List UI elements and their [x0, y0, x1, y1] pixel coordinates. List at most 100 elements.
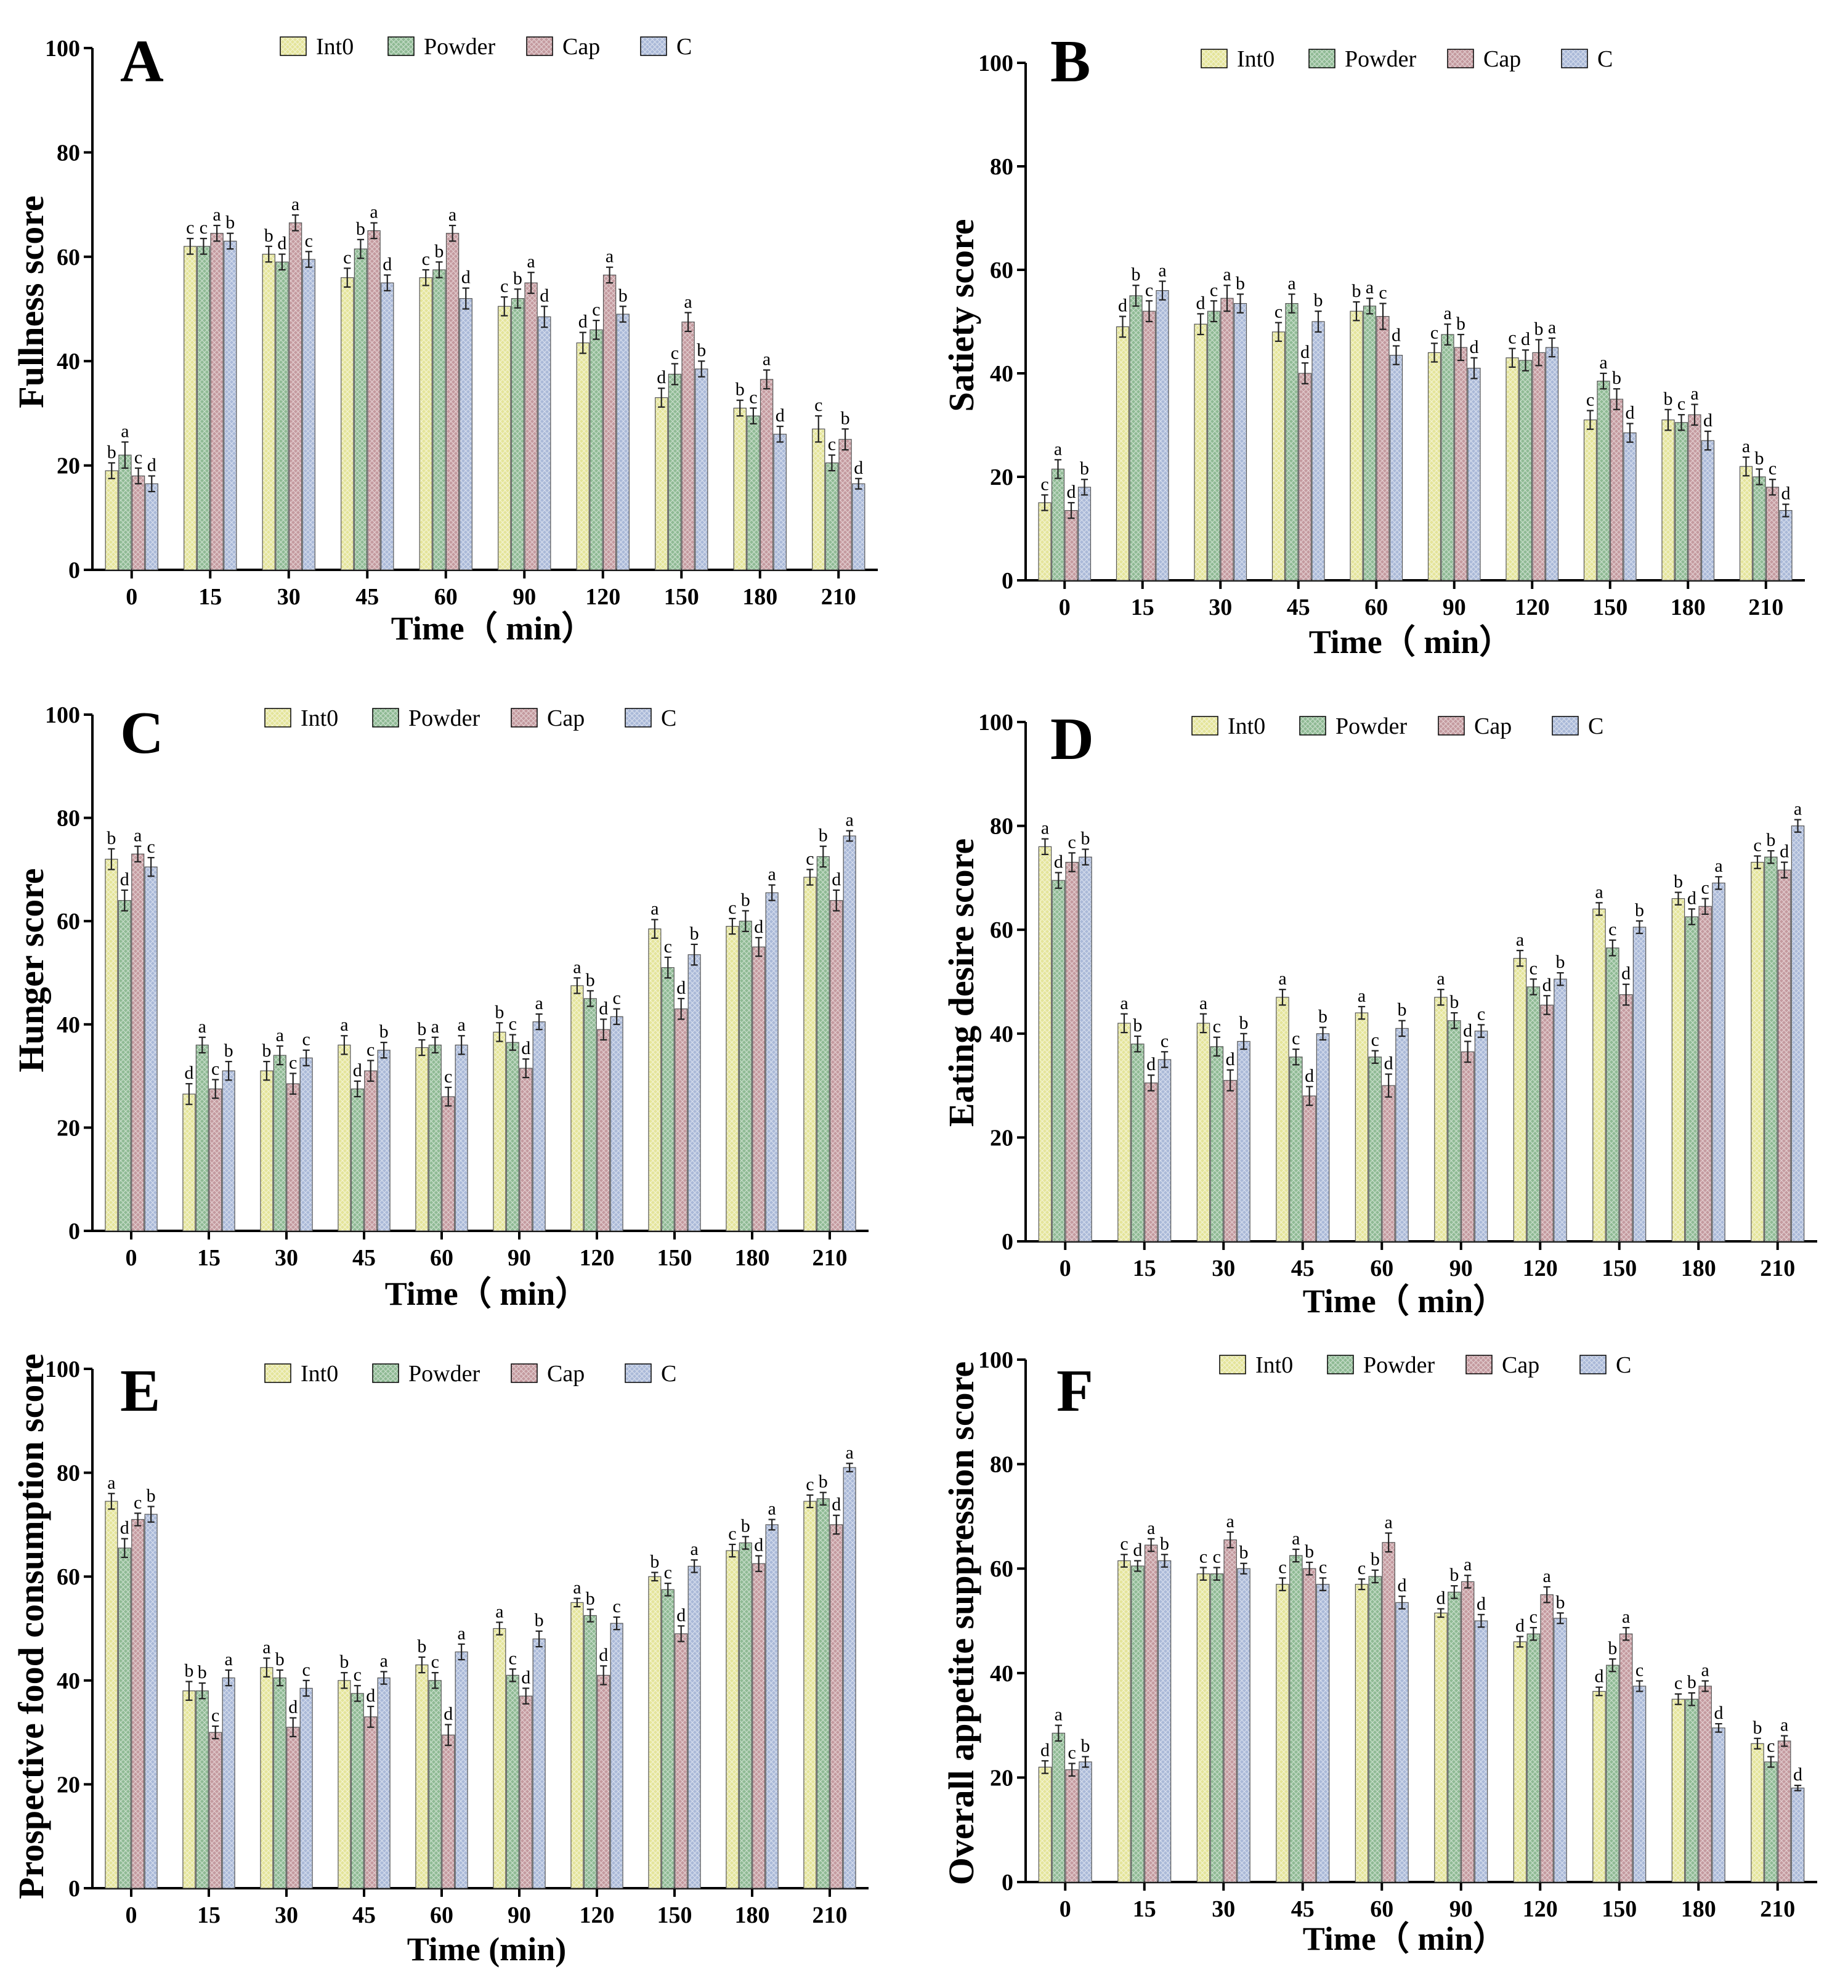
significance-label: c	[1278, 1557, 1286, 1577]
bar-powder	[506, 1042, 519, 1231]
bar-powder	[428, 1680, 442, 1889]
bar-int0	[1513, 957, 1527, 1242]
bar-cap	[1610, 399, 1624, 581]
significance-label: b	[225, 213, 235, 233]
y-axis-label: Overall appetite suppression score	[941, 1361, 981, 1885]
significance-label: d	[277, 233, 286, 254]
legend-swatch	[372, 708, 399, 728]
x-axis-label: Time (min)	[407, 1931, 566, 1968]
y-tick-label: 80	[57, 140, 80, 166]
bar-int0	[1117, 1023, 1131, 1242]
x-tick-label: 45	[352, 1245, 376, 1271]
x-tick-label: 60	[434, 584, 458, 610]
bar-int0	[1671, 898, 1685, 1242]
x-tick-label: 210	[821, 584, 856, 610]
bar-cap	[1064, 509, 1078, 581]
y-tick-label: 40	[57, 1012, 80, 1038]
significance-label: d	[599, 1645, 608, 1665]
bar-c	[1395, 1602, 1409, 1883]
bar-powder	[661, 967, 675, 1231]
y-tick-label: 100	[45, 702, 80, 728]
bar-cap	[830, 1524, 843, 1889]
panel-letter: C	[120, 700, 164, 766]
y-tick-label: 0	[68, 1219, 80, 1244]
panel-d: D Eating desire score Time（ min） Int0 Po…	[941, 706, 1817, 1320]
significance-label: d	[540, 285, 549, 306]
bar-cap	[675, 1633, 688, 1889]
x-tick-label: 180	[735, 1902, 770, 1928]
bar-cap	[286, 1727, 300, 1889]
x-tick-label: 0	[1060, 1896, 1071, 1922]
bar-c	[1389, 354, 1403, 581]
y-tick-label: 0	[68, 1876, 80, 1902]
bar-powder	[1674, 422, 1688, 581]
significance-label: b	[535, 1610, 544, 1631]
panel-letter: E	[120, 1358, 160, 1424]
significance-label: a	[262, 1637, 270, 1658]
significance-label: c	[1292, 1028, 1300, 1049]
significance-label: c	[1677, 394, 1685, 414]
significance-label: a	[134, 826, 142, 846]
bar-c	[144, 866, 158, 1231]
significance-label: a	[291, 194, 299, 214]
y-tick-label: 0	[1002, 1870, 1013, 1896]
significance-label: c	[1586, 389, 1594, 410]
bar-powder	[590, 329, 603, 570]
bar-c	[695, 368, 708, 570]
bar-powder	[118, 900, 131, 1231]
bar-cap	[1454, 347, 1468, 581]
bar-int0	[338, 1680, 351, 1889]
bar-int0	[1739, 466, 1753, 581]
x-tick-label: 180	[1671, 594, 1706, 620]
legend-swatch	[264, 1363, 291, 1383]
bar-cap	[288, 222, 302, 570]
significance-label: c	[1319, 1557, 1327, 1577]
significance-label: c	[1608, 919, 1616, 939]
significance-label: a	[1287, 273, 1295, 293]
bar-cap	[364, 1716, 378, 1889]
significance-label: d	[676, 1605, 686, 1625]
y-tick-label: 40	[990, 1021, 1013, 1047]
significance-label: d	[120, 869, 129, 890]
significance-label: a	[276, 1025, 284, 1045]
legend-swatch	[1438, 716, 1465, 736]
y-tick-label: 60	[57, 245, 80, 270]
bar-c	[1474, 1030, 1488, 1242]
x-tick-label: 30	[275, 1902, 298, 1928]
bar-int0	[1276, 997, 1289, 1242]
panel-c: C Hunger score Time（ min） Int0 Powder Ca…	[11, 700, 869, 1312]
bar-powder	[197, 246, 211, 570]
significance-label: a	[1385, 1512, 1393, 1533]
significance-label: b	[690, 923, 699, 944]
significance-label: c	[186, 217, 194, 238]
panel-letter: A	[120, 28, 164, 95]
x-tick-label: 30	[1212, 1896, 1235, 1922]
significance-label: c	[354, 1665, 362, 1685]
bar-cap	[1698, 1686, 1712, 1883]
bar-int0	[648, 1576, 662, 1889]
significance-label: a	[448, 205, 456, 225]
bar-powder	[816, 856, 830, 1231]
y-axis-label: Satiety score	[941, 219, 981, 412]
y-tick-label: 80	[57, 806, 80, 832]
bar-powder	[1289, 1057, 1303, 1242]
bar-powder	[195, 1044, 209, 1231]
y-tick-label: 80	[990, 154, 1013, 180]
bar-powder	[825, 462, 839, 570]
bar-cap	[1382, 1542, 1395, 1883]
significance-label: b	[379, 1021, 389, 1042]
significance-label: c	[431, 1652, 439, 1672]
y-tick-label: 0	[68, 558, 80, 583]
bar-int0	[1116, 326, 1130, 581]
legend-swatch	[1191, 716, 1218, 736]
bar-int0	[1194, 323, 1207, 581]
significance-label: a	[1464, 1554, 1472, 1575]
legend: Int0 Powder Cap C	[264, 1361, 676, 1387]
panel-e: E Prospective food consumption score Tim…	[11, 1353, 869, 1968]
bar-c	[773, 434, 787, 570]
bar-c	[1079, 856, 1092, 1242]
significance-label: d	[120, 1518, 129, 1538]
significance-label: b	[1635, 900, 1644, 920]
significance-label: c	[806, 1474, 814, 1495]
